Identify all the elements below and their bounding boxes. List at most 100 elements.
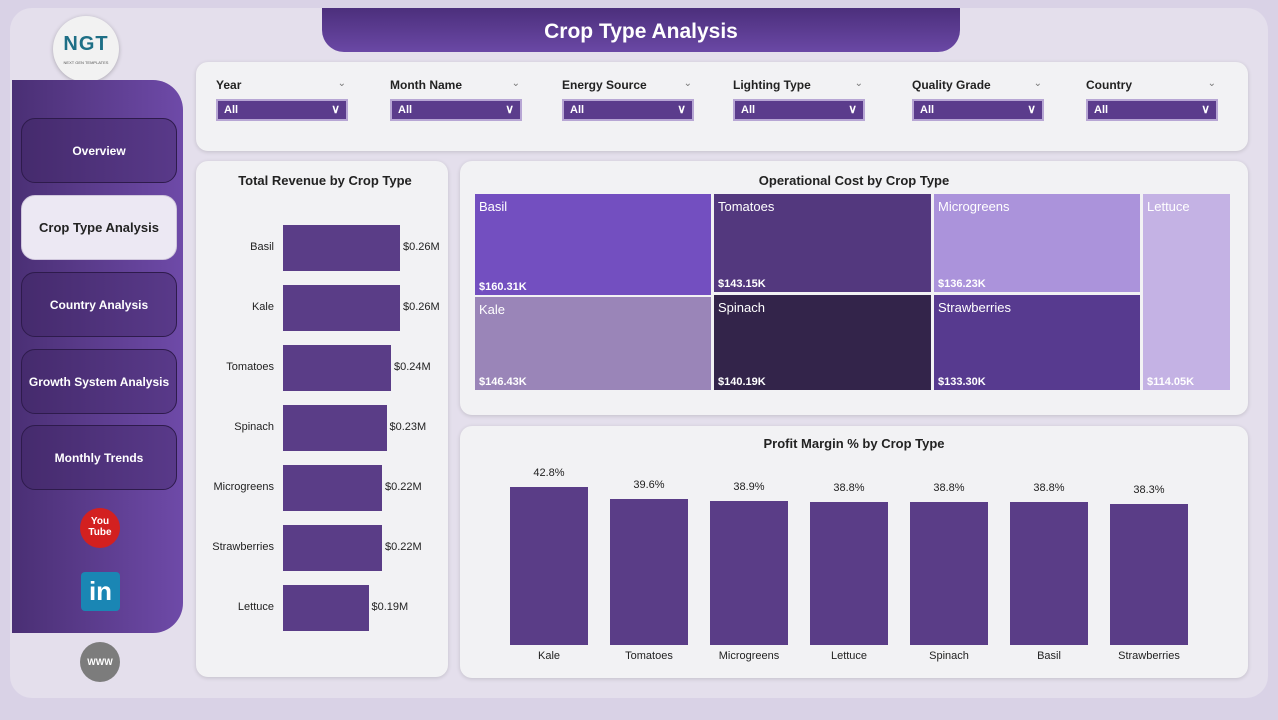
treemap-label: Kale (479, 302, 506, 317)
bar-value: $0.24M (394, 361, 431, 373)
treemap-label: Strawberries (938, 300, 1011, 315)
treemap-cell[interactable]: Tomatoes $143.15K (714, 194, 931, 292)
filter-value: All (920, 104, 935, 116)
treemap-value: $136.23K (938, 278, 986, 290)
chevron-down-icon[interactable]: ⌄ (683, 78, 692, 89)
bar-value: $0.26M (403, 241, 440, 253)
bar-value: 42.8% (533, 467, 565, 480)
bar-label: Tomatoes (226, 361, 274, 373)
revenue-chart-title: Total Revenue by Crop Type (238, 173, 412, 188)
treemap-cell[interactable]: Kale $146.43K (475, 297, 711, 390)
filter-dropdown-quality-grade[interactable]: All ∨ (912, 99, 1044, 121)
filter-label: Month Name (390, 78, 462, 92)
revenue-bar[interactable] (283, 405, 387, 451)
profit-bar[interactable] (710, 501, 788, 645)
chevron-down-icon[interactable]: ⌄ (337, 78, 346, 89)
filter-label: Lighting Type (733, 78, 811, 92)
profit-bar[interactable] (510, 487, 588, 645)
filter-label: Country (1086, 78, 1132, 92)
profit-bar[interactable] (610, 498, 688, 645)
bar-label: Strawberries (212, 541, 274, 553)
profit-bar[interactable] (810, 501, 888, 645)
bar-label: Tomatoes (625, 650, 673, 662)
bar-label: Basil (1037, 650, 1061, 662)
filter-value: All (570, 104, 585, 116)
chevron-down-icon: ∨ (677, 102, 686, 116)
nav-crop-type-analysis[interactable]: Crop Type Analysis (21, 195, 177, 260)
bar-value: $0.23M (389, 421, 427, 433)
chevron-down-icon: ∨ (1027, 102, 1036, 116)
bar-value: 38.8% (933, 481, 965, 494)
profit-bar[interactable] (1010, 501, 1088, 645)
bar-value: 38.9% (733, 481, 765, 494)
nav-overview[interactable]: Overview (21, 118, 177, 183)
filter-value: All (398, 104, 413, 116)
filter-energy-source: Energy Source ⌄ All ∨ (562, 78, 694, 121)
logo-subtitle: NEXT GEN TEMPLATES (63, 60, 109, 65)
filter-dropdown-energy-source[interactable]: All ∨ (562, 99, 694, 121)
bar-label: Microgreens (213, 481, 274, 493)
bar-label: Kale (537, 650, 561, 662)
chevron-down-icon[interactable]: ⌄ (854, 78, 863, 89)
filter-value: All (224, 104, 239, 116)
filter-label: Year (216, 78, 242, 92)
filter-dropdown-lighting-type[interactable]: All ∨ (733, 99, 865, 121)
filter-dropdown-country[interactable]: All ∨ (1086, 99, 1218, 121)
bar-value: 39.6% (633, 478, 665, 491)
treemap-label: Basil (479, 199, 508, 214)
filter-month-name: Month Name ⌄ All ∨ (390, 78, 522, 121)
bar-value: $0.26M (403, 301, 440, 313)
treemap-label: Lettuce (1147, 199, 1190, 214)
bar-label: Lettuce (237, 601, 274, 613)
nav-country-analysis[interactable]: Country Analysis (21, 272, 177, 337)
globe-icon[interactable]: WWW (80, 642, 120, 682)
bar-label: Spinach (929, 650, 969, 662)
profit-bar[interactable] (910, 501, 988, 645)
filter-country: Country ⌄ All ∨ (1086, 78, 1218, 121)
chevron-down-icon[interactable]: ⌄ (1033, 78, 1042, 89)
youtube-icon[interactable]: You Tube (80, 508, 120, 548)
nav-monthly-trends[interactable]: Monthly Trends (21, 425, 177, 490)
treemap-cell[interactable]: Strawberries $133.30K (934, 295, 1140, 390)
treemap-cell[interactable]: Lettuce $114.05K (1143, 194, 1230, 390)
treemap-cell[interactable]: Spinach $140.19K (714, 295, 931, 390)
bar-value: 38.3% (1133, 483, 1165, 496)
bar-value: $0.22M (385, 541, 422, 553)
revenue-bar[interactable] (283, 465, 382, 511)
nav-growth-system-analysis[interactable]: Growth System Analysis (21, 349, 177, 414)
treemap-label: Tomatoes (718, 199, 775, 214)
treemap-value: $140.19K (718, 376, 766, 388)
revenue-bar[interactable] (283, 345, 391, 391)
bar-label: Microgreens (718, 650, 780, 662)
revenue-bar[interactable] (283, 285, 400, 331)
bar-label: Strawberries (1118, 650, 1180, 662)
linkedin-icon[interactable]: in (81, 572, 120, 611)
filter-dropdown-year[interactable]: All ∨ (216, 99, 348, 121)
filter-label: Energy Source (562, 78, 647, 92)
revenue-bar[interactable] (283, 225, 400, 271)
chevron-down-icon: ∨ (331, 102, 340, 116)
filter-value: All (1094, 104, 1109, 116)
treemap-value: $146.43K (479, 376, 527, 388)
filter-quality-grade: Quality Grade ⌄ All ∨ (912, 78, 1044, 121)
filter-dropdown-month-name[interactable]: All ∨ (390, 99, 522, 121)
cost-chart-title: Operational Cost by Crop Type (758, 173, 950, 188)
chevron-down-icon: ∨ (848, 102, 857, 116)
revenue-bar[interactable] (283, 585, 369, 631)
treemap-cell[interactable]: Microgreens $136.23K (934, 194, 1140, 292)
bar-label: Lettuce (830, 650, 868, 662)
chevron-down-icon: ∨ (1201, 102, 1210, 116)
profit-bar[interactable] (1110, 503, 1188, 645)
chevron-down-icon: ∨ (505, 102, 514, 116)
treemap-cell[interactable]: Basil $160.31K (475, 194, 711, 295)
filter-panel (196, 62, 1248, 151)
bar-label: Basil (250, 241, 274, 253)
bar-value: $0.22M (385, 481, 422, 493)
chevron-down-icon[interactable]: ⌄ (1207, 78, 1216, 89)
filter-label: Quality Grade (912, 78, 991, 92)
filter-lighting-type: Lighting Type ⌄ All ∨ (733, 78, 865, 121)
chevron-down-icon[interactable]: ⌄ (511, 78, 520, 89)
filter-value: All (741, 104, 756, 116)
bar-label: Kale (251, 301, 274, 313)
revenue-bar[interactable] (283, 525, 382, 571)
